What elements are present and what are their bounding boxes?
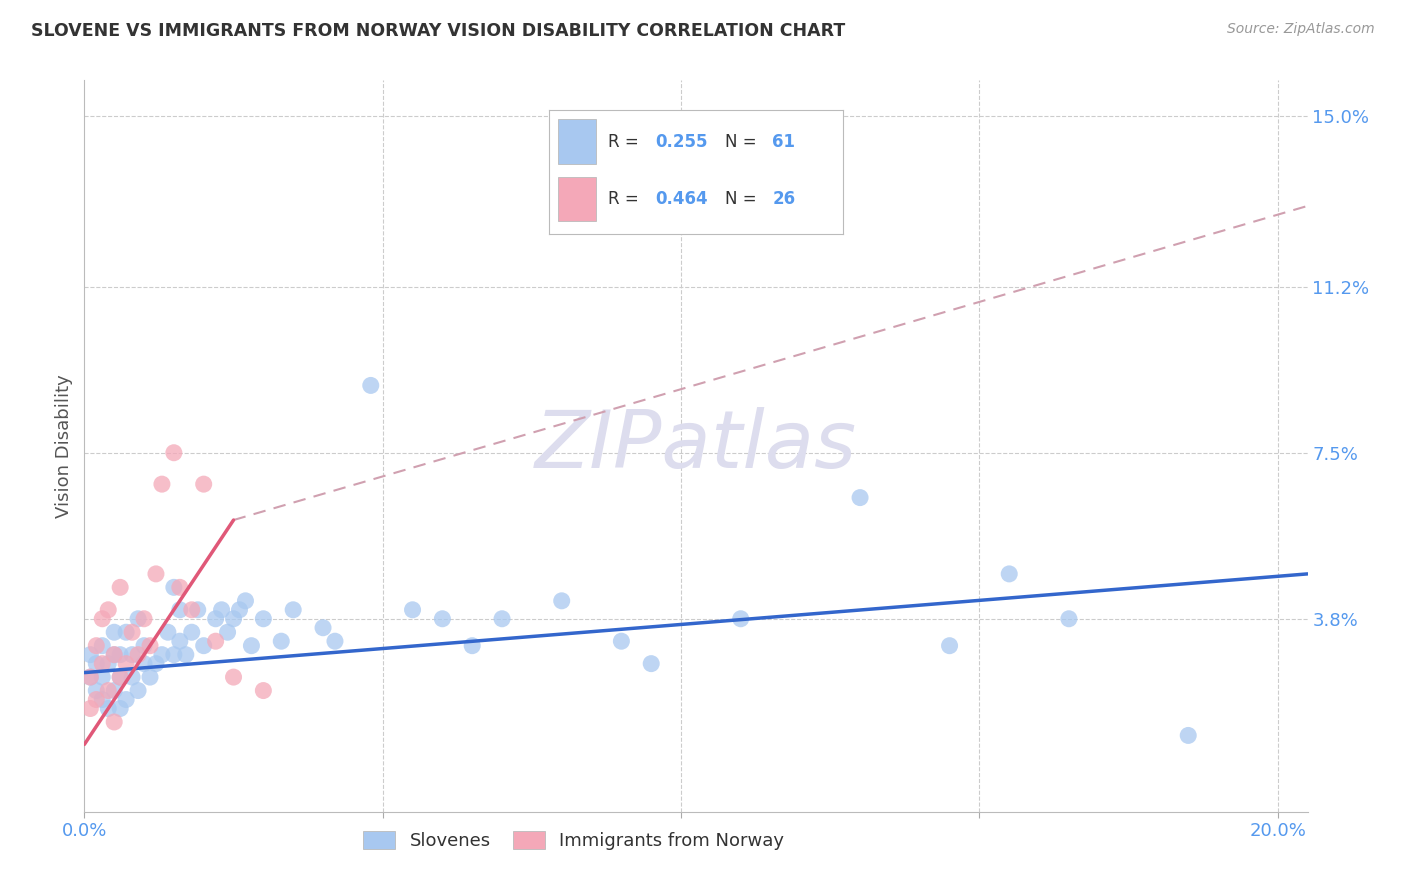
Point <box>108 648 131 662</box>
Text: ZIPatlas: ZIPatlas <box>534 407 858 485</box>
Point <box>108 701 131 715</box>
Point <box>228 603 250 617</box>
Point <box>156 625 179 640</box>
Point <box>103 648 125 662</box>
Point <box>193 477 215 491</box>
Point <box>145 657 167 671</box>
Point <box>108 670 131 684</box>
Point <box>1057 612 1080 626</box>
Point <box>121 670 143 684</box>
Point <box>204 634 226 648</box>
Point <box>222 612 245 626</box>
Point <box>150 648 173 662</box>
Point <box>103 683 125 698</box>
Text: Source: ZipAtlas.com: Source: ZipAtlas.com <box>1227 22 1375 37</box>
Point <box>127 612 149 626</box>
Point <box>97 701 120 715</box>
Point <box>84 639 107 653</box>
Point <box>1177 728 1199 742</box>
Point <box>193 639 215 653</box>
Point <box>84 683 107 698</box>
Point <box>132 639 155 653</box>
Point <box>91 657 114 671</box>
Point <box>79 648 101 662</box>
Point <box>240 639 263 653</box>
Point <box>998 566 1021 581</box>
Point <box>217 625 239 640</box>
Point <box>97 603 120 617</box>
Point <box>187 603 209 617</box>
Point <box>121 625 143 640</box>
Point <box>139 670 162 684</box>
Point <box>432 612 454 626</box>
Point <box>84 692 107 706</box>
Point <box>401 603 423 617</box>
Point <box>211 603 233 617</box>
Point <box>163 580 186 594</box>
Point <box>121 648 143 662</box>
Point <box>79 701 101 715</box>
Legend: Slovenes, Immigrants from Norway: Slovenes, Immigrants from Norway <box>356 823 792 857</box>
Point <box>91 612 114 626</box>
Point <box>235 594 257 608</box>
Point <box>103 625 125 640</box>
Point <box>97 683 120 698</box>
Point <box>222 670 245 684</box>
Point <box>139 639 162 653</box>
Point <box>115 692 138 706</box>
Point <box>132 657 155 671</box>
Point <box>283 603 305 617</box>
Point <box>169 580 191 594</box>
Point <box>323 634 346 648</box>
Point <box>132 612 155 626</box>
Point <box>174 648 197 662</box>
Point <box>103 714 125 729</box>
Point <box>180 603 202 617</box>
Point <box>461 639 484 653</box>
Point <box>938 639 960 653</box>
Point <box>127 648 149 662</box>
Point <box>180 625 202 640</box>
Point <box>145 566 167 581</box>
Point <box>97 657 120 671</box>
Point <box>79 670 101 684</box>
Point <box>730 612 752 626</box>
Point <box>108 670 131 684</box>
Point <box>84 657 107 671</box>
Point <box>103 648 125 662</box>
Point <box>551 594 574 608</box>
Y-axis label: Vision Disability: Vision Disability <box>55 374 73 518</box>
Point <box>640 657 662 671</box>
Point <box>312 621 335 635</box>
Point <box>169 634 191 648</box>
Point <box>79 670 101 684</box>
Point <box>270 634 292 648</box>
Point <box>252 612 274 626</box>
Point <box>163 648 186 662</box>
Point <box>252 683 274 698</box>
Point <box>150 477 173 491</box>
Point <box>360 378 382 392</box>
Text: SLOVENE VS IMMIGRANTS FROM NORWAY VISION DISABILITY CORRELATION CHART: SLOVENE VS IMMIGRANTS FROM NORWAY VISION… <box>31 22 845 40</box>
Point <box>108 580 131 594</box>
Point <box>849 491 872 505</box>
Point <box>169 603 191 617</box>
Point <box>115 657 138 671</box>
Point <box>610 634 633 648</box>
Point <box>204 612 226 626</box>
Point <box>127 683 149 698</box>
Point <box>491 612 513 626</box>
Point <box>91 692 114 706</box>
Point <box>91 639 114 653</box>
Point <box>91 670 114 684</box>
Point <box>163 446 186 460</box>
Point <box>115 625 138 640</box>
